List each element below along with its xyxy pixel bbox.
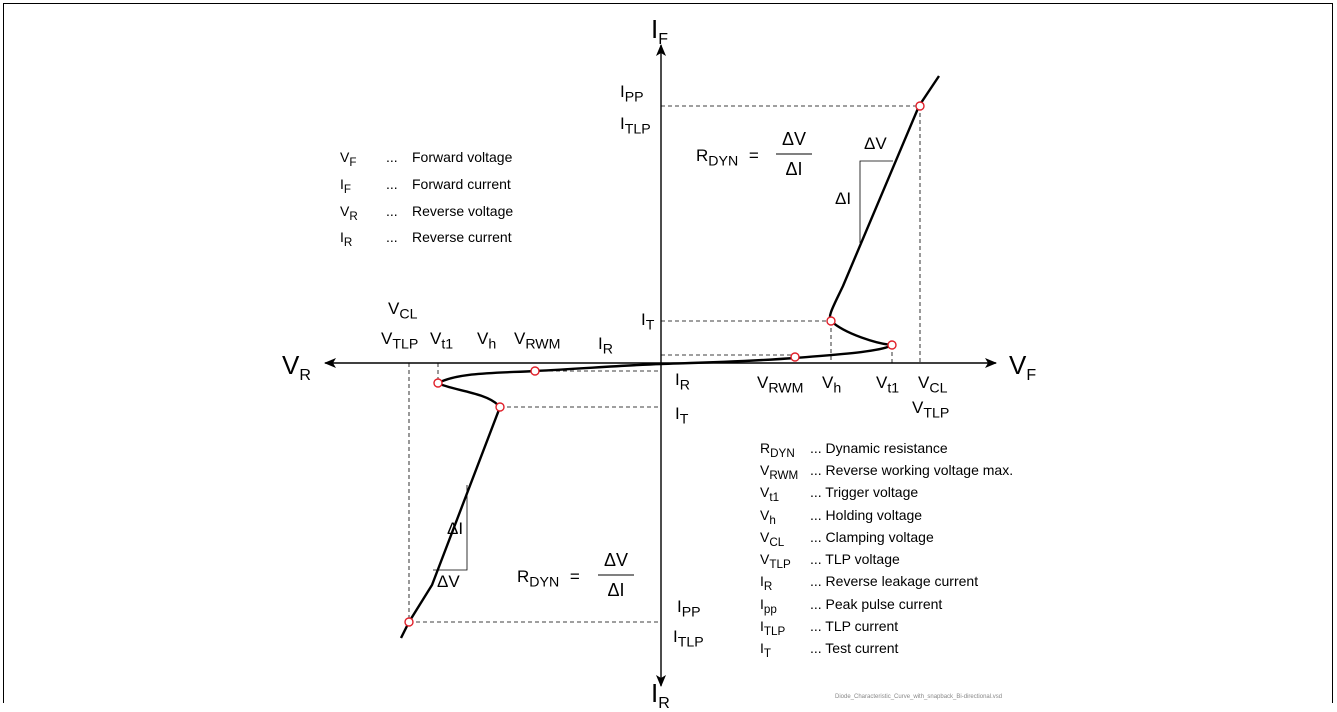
label-ir-reverse: IR [598,334,613,358]
rdyn-denominator-forward: ΔI [785,159,803,179]
label-vtlp-forward: VTLP [912,398,950,422]
label-vt1-forward: Vt1 [876,373,900,397]
slope-dv-forward: ΔV [864,134,887,153]
axis-label-vr: VR [282,350,311,385]
slope-di-reverse: ΔI [447,519,464,538]
label-ipp-reverse: IPP [677,597,701,621]
legend-item: VR... Reverse voltage [340,203,514,223]
point-vrwm-forward [790,352,800,362]
label-itlp-forward: ITLP [620,114,651,138]
rdyn-numerator-forward: ΔV [781,129,807,149]
rdyn-formula-forward: RDYN = [696,146,759,170]
legend-item: ITLP... TLP current [760,618,899,638]
legend-item: RDYN... Dynamic resistance [760,440,948,460]
slope-di-forward: ΔI [835,189,852,208]
rdyn-numerator-reverse: ΔV [603,550,629,570]
label-ir-forward: IR [675,370,690,394]
label-it-reverse: IT [675,404,689,428]
legend-item: Ipp... Peak pulse current [760,596,943,616]
key-points [404,101,925,627]
axis-label-if: IF [651,14,669,49]
legend-item: IF... Forward current [340,176,511,196]
point-vt1-reverse [433,378,443,388]
legend-item: Vt1... Trigger voltage [760,484,919,504]
label-it-forward: IT [641,310,655,334]
label-vrwm-reverse: VRWM [514,329,561,353]
legend-item: IT... Test current [760,640,899,660]
legend-item: Vh... Holding voltage [760,507,923,527]
label-vcl-reverse: VCL [388,299,418,323]
legend-item: VRWM... Reverse working voltage max. [760,462,1014,482]
label-vcl-forward: VCL [918,373,948,397]
point-it-reverse [495,402,505,412]
point-itlp-forward [915,101,925,111]
label-vh-reverse: Vh [477,329,497,353]
slope-triangles [433,160,893,571]
label-vrwm-forward: VRWM [757,373,804,397]
point-it-forward [826,316,836,326]
axis-label-ir: IR [651,678,670,712]
label-ipp-forward: IPP [620,82,644,106]
rdyn-formula-reverse: RDYN = [517,567,580,591]
label-vh-forward: Vh [822,373,842,397]
footer-note: Diode_Characteristic_Curve_with_snapback… [835,694,1003,700]
label-vt1-reverse: Vt1 [430,329,454,353]
rdyn-denominator-reverse: ΔI [607,580,625,600]
label-itlp-reverse: ITLP [673,627,704,651]
point-vrwm-reverse [530,366,540,376]
axis-label-vf: VF [1009,350,1037,385]
label-vtlp-reverse: VTLP [381,329,419,353]
legend-item: VCL... Clamping voltage [760,529,934,549]
slope-dv-reverse: ΔV [437,572,460,591]
point-vt1-forward [887,340,897,350]
legend-item: VF... Forward voltage [340,149,513,169]
point-itlp-reverse [404,617,414,627]
legend-item: VTLP... TLP voltage [760,551,900,571]
legend-item: IR... Reverse current [340,229,512,249]
legend-item: IR... Reverse leakage current [760,573,979,593]
forward-guides [661,105,921,363]
diagram-frame [3,3,1333,703]
